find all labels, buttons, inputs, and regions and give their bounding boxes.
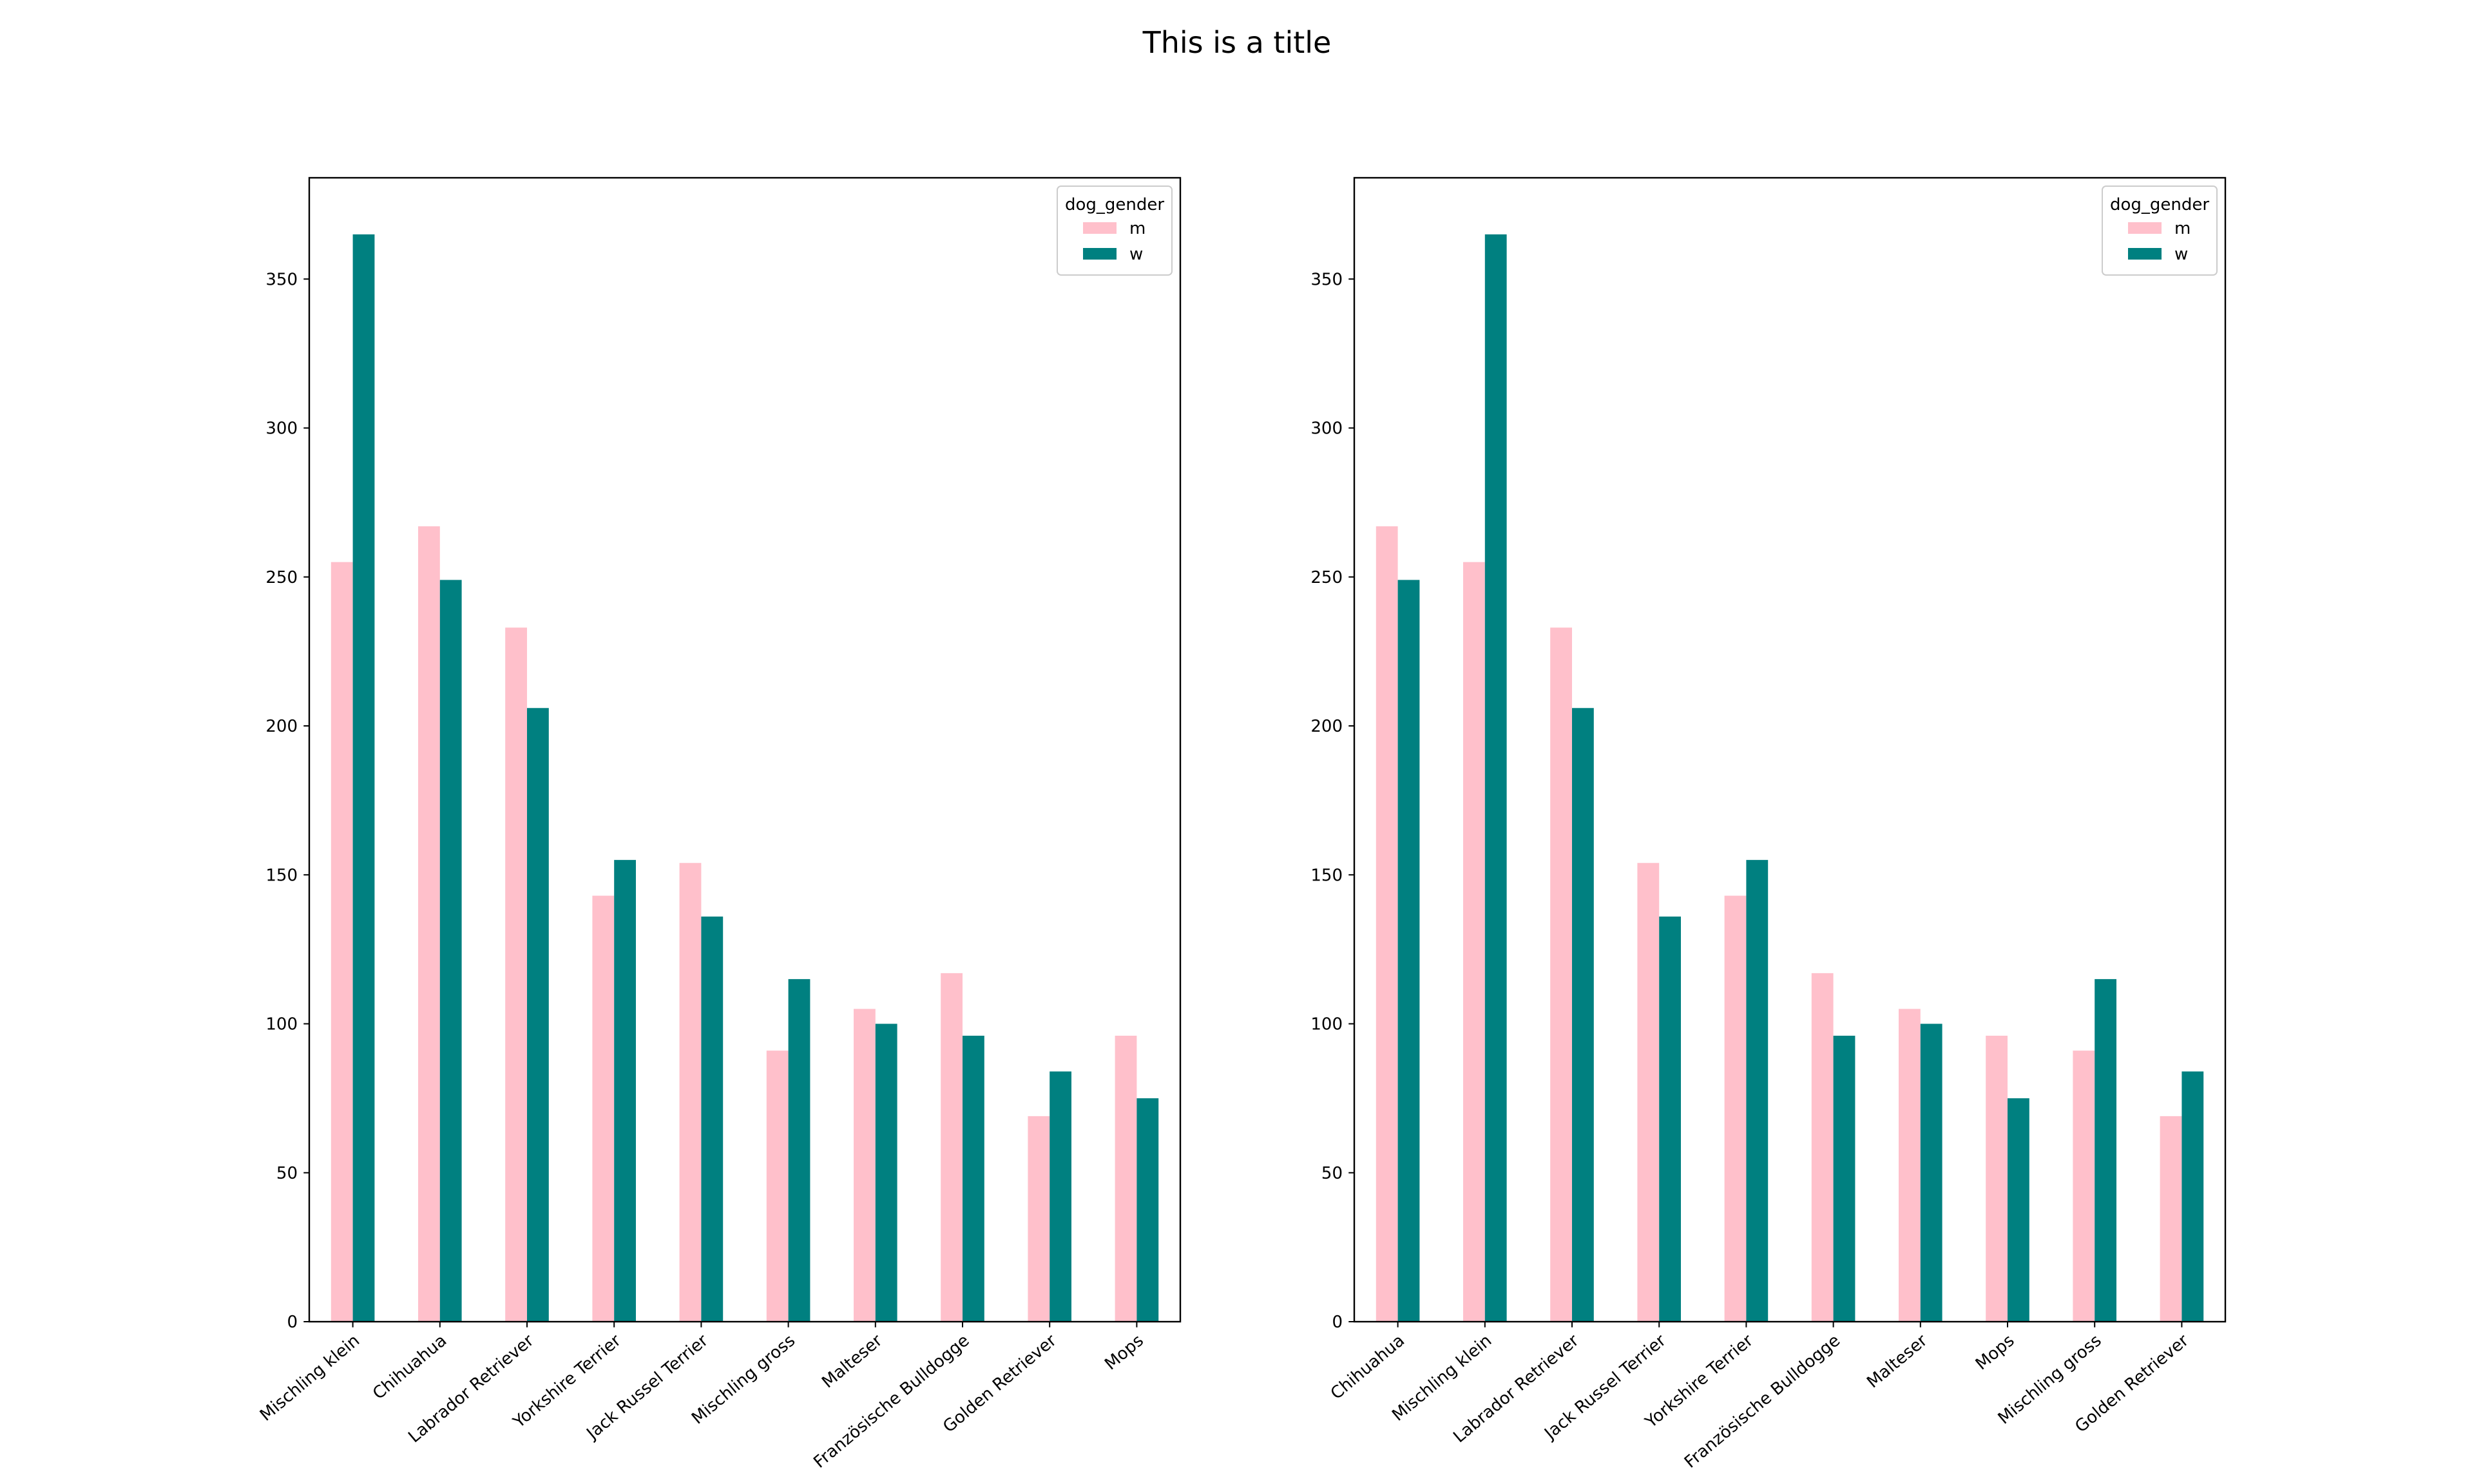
bar-m-2 bbox=[505, 627, 527, 1322]
bar-w-2 bbox=[1572, 708, 1594, 1322]
y-tick-label-2: 100 bbox=[1310, 1015, 1343, 1034]
legend-label-m: m bbox=[1129, 219, 1146, 238]
figure-title: This is a title bbox=[1142, 25, 1332, 60]
bar-w-9 bbox=[2182, 1071, 2204, 1322]
bar-m-6 bbox=[1899, 1009, 1921, 1322]
bar-w-6 bbox=[875, 1023, 897, 1322]
bar-w-5 bbox=[1833, 1036, 1856, 1322]
bar-m-0 bbox=[331, 562, 353, 1322]
bar-m-7 bbox=[1986, 1036, 2008, 1322]
legend-swatch-w bbox=[1083, 248, 1117, 260]
bar-m-9 bbox=[2160, 1116, 2182, 1322]
bar-m-4 bbox=[679, 862, 702, 1322]
y-tick-label-0: 0 bbox=[287, 1313, 298, 1332]
y-tick-label-3: 150 bbox=[1310, 866, 1343, 885]
bar-m-1 bbox=[1463, 562, 1485, 1322]
bar-w-5 bbox=[788, 979, 810, 1322]
bar-m-2 bbox=[1550, 627, 1572, 1322]
axes-frame bbox=[1353, 176, 2227, 1323]
y-tick-label-6: 300 bbox=[1310, 419, 1343, 439]
y-tick-label-2: 100 bbox=[265, 1015, 298, 1034]
bar-w-7 bbox=[2008, 1098, 2029, 1322]
bar-m-5 bbox=[1811, 973, 1834, 1322]
bar-w-9 bbox=[1136, 1098, 1159, 1322]
legend-label-w: w bbox=[2174, 245, 2188, 264]
bar-w-0 bbox=[1397, 580, 1420, 1322]
bar-m-7 bbox=[941, 973, 963, 1322]
y-tick-label-7: 350 bbox=[265, 270, 298, 289]
bar-m-0 bbox=[1376, 526, 1398, 1322]
legend-swatch-m bbox=[1083, 222, 1117, 234]
y-tick-label-5: 250 bbox=[1310, 568, 1343, 587]
legend-title: dog_gender bbox=[1065, 195, 1164, 214]
bar-w-3 bbox=[1659, 917, 1681, 1322]
y-tick-label-1: 50 bbox=[276, 1164, 298, 1183]
bar-w-0 bbox=[352, 234, 375, 1322]
y-tick-label-4: 200 bbox=[1310, 717, 1343, 736]
bar-m-3 bbox=[1637, 862, 1660, 1322]
y-tick-label-6: 300 bbox=[265, 419, 298, 439]
legend-swatch-w bbox=[2128, 248, 2162, 260]
bar-w-1 bbox=[439, 580, 462, 1322]
y-tick-label-3: 150 bbox=[265, 866, 298, 885]
bar-w-8 bbox=[2095, 979, 2116, 1322]
y-tick-label-0: 0 bbox=[1332, 1313, 1343, 1332]
bar-m-3 bbox=[592, 895, 615, 1322]
legend-swatch-m bbox=[2128, 222, 2162, 234]
bar-w-4 bbox=[1746, 860, 1769, 1322]
y-tick-label-5: 250 bbox=[265, 568, 298, 587]
bar-m-9 bbox=[1115, 1036, 1137, 1322]
bar-w-1 bbox=[1484, 234, 1507, 1322]
bar-m-1 bbox=[418, 526, 440, 1322]
axes-frame bbox=[308, 176, 1182, 1323]
bar-w-7 bbox=[963, 1036, 984, 1322]
bar-m-4 bbox=[1724, 895, 1747, 1322]
y-tick-label-7: 350 bbox=[1310, 270, 1343, 289]
bar-m-8 bbox=[2073, 1051, 2095, 1322]
bar-m-6 bbox=[854, 1009, 876, 1322]
bar-w-3 bbox=[614, 860, 636, 1322]
bar-w-4 bbox=[701, 917, 724, 1322]
bar-w-2 bbox=[527, 708, 549, 1322]
y-tick-label-1: 50 bbox=[1321, 1164, 1343, 1183]
legend-label-w: w bbox=[1129, 245, 1143, 264]
bar-m-8 bbox=[1028, 1116, 1050, 1322]
bar-w-8 bbox=[1050, 1071, 1071, 1322]
y-tick-label-4: 200 bbox=[265, 717, 298, 736]
legend-title: dog_gender bbox=[2110, 195, 2209, 214]
bar-m-5 bbox=[766, 1051, 789, 1322]
legend-label-m: m bbox=[2174, 219, 2191, 238]
bar-w-6 bbox=[1920, 1023, 1942, 1322]
